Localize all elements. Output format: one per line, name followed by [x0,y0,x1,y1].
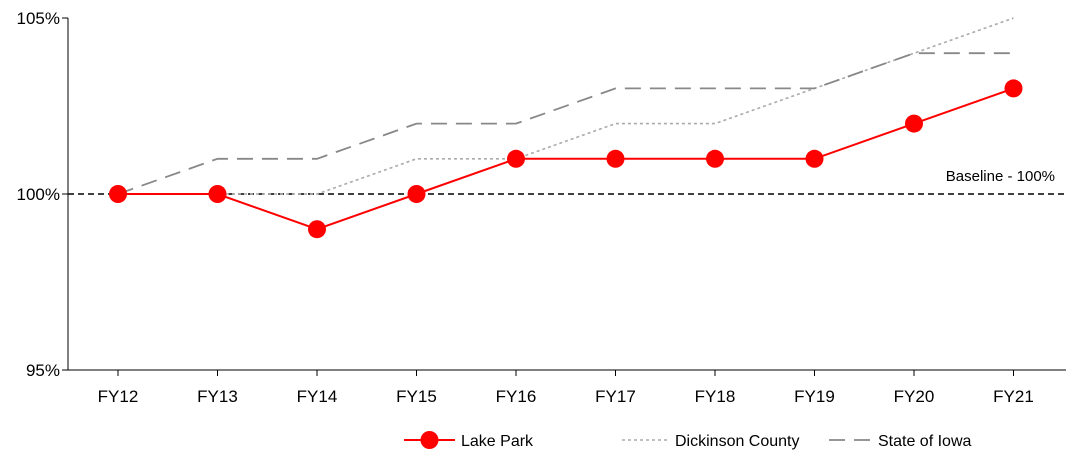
x-tick-label: FY14 [297,387,338,406]
series-lake-park [109,79,1023,239]
data-point [606,149,625,168]
series-dickinson-county [118,17,1014,195]
x-tick-label: FY12 [98,387,139,406]
legend-item: State of Iowa [829,433,971,450]
series-line [118,87,1014,231]
series-layer [109,17,1023,239]
y-tick-label: 95% [26,361,60,380]
x-tick-label: FY19 [794,387,835,406]
x-tick-label: FY21 [993,387,1034,406]
x-tick-label: FY15 [396,387,437,406]
legend-label: State of Iowa [878,433,971,450]
y-tick-label: 105% [17,9,60,28]
data-point [805,149,824,168]
series-line [118,17,1014,195]
x-tick-label: FY13 [197,387,238,406]
baseline: Baseline - 100% [68,168,1066,195]
legend-marker [420,431,439,449]
x-tick-label: FY18 [695,387,736,406]
data-point [706,149,724,168]
y-tick-label: 100% [17,185,60,204]
data-point [109,185,127,203]
y-ticks: 95% 100% 105% [17,9,68,380]
data-point [407,185,426,203]
x-ticks: FY12 FY13 FY14 FY15 FY16 FY17 FY18 FY19 FY20 FY21 [98,370,1034,406]
baseline-label: Baseline - 100% [946,168,1055,185]
series-state-of-iowa [117,52,1014,195]
legend-item: Dickinson County [622,433,800,450]
legend-label: Dickinson County [675,433,800,450]
x-tick-label: FY20 [894,387,935,406]
data-point [1004,79,1023,98]
data-point [507,149,525,168]
data-point [905,114,923,133]
data-point [308,220,326,239]
legend: Lake Park Dickinson County State of Iowa [404,431,971,450]
legend-item: Lake Park [404,431,534,450]
x-tick-label: FY16 [496,387,537,406]
series-line [117,52,1014,195]
data-point [208,185,227,203]
x-tick-label: FY17 [595,387,636,406]
legend-label: Lake Park [461,433,534,450]
